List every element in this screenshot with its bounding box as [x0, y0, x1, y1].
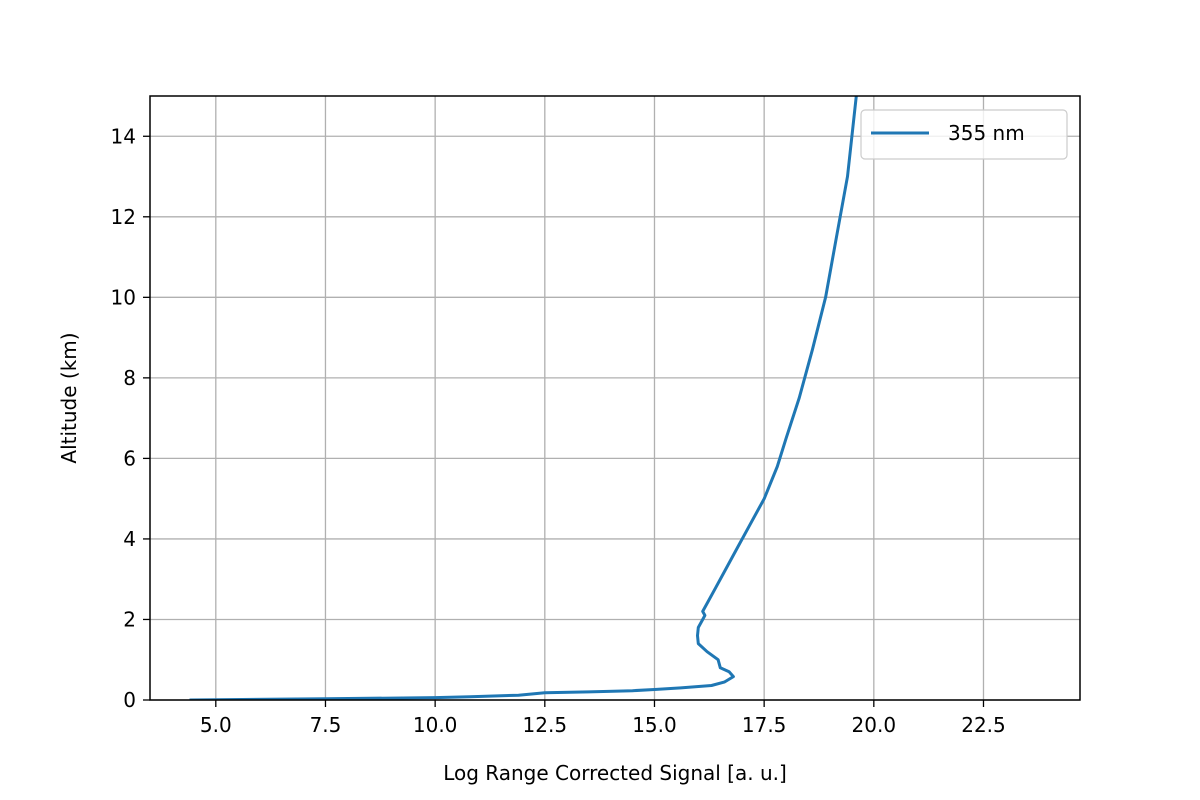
- axis-ticks: 5.0 7.5 10.0 12.5 15.0 17.5 20.0 22.5 0 2 4 6 8 10 12 1…: [111, 124, 1006, 737]
- x-tick-label: 15.0: [632, 713, 677, 737]
- x-tick-label: 20.0: [852, 713, 897, 737]
- x-tick-label: 22.5: [961, 713, 1006, 737]
- x-tick-label: 7.5: [310, 713, 342, 737]
- y-tick-label: 0: [123, 688, 136, 712]
- x-tick-label: 5.0: [200, 713, 232, 737]
- y-tick-label: 2: [123, 607, 136, 631]
- y-tick-label: 4: [123, 527, 136, 551]
- x-tick-label: 10.0: [413, 713, 458, 737]
- legend-label-355nm: 355 nm: [948, 121, 1025, 145]
- y-tick-label: 8: [123, 366, 136, 390]
- x-tick-label: 12.5: [523, 713, 568, 737]
- legend: 355 nm: [860, 109, 1068, 160]
- series-line-355nm: [189, 96, 858, 700]
- y-tick-label: 10: [111, 285, 136, 309]
- plot-area: [150, 96, 1080, 700]
- series-layer: [189, 96, 858, 700]
- y-tick-label: 12: [111, 205, 136, 229]
- x-tick-label: 17.5: [742, 713, 787, 737]
- y-axis-label: Altitude (km): [57, 332, 81, 463]
- y-tick-label: 6: [123, 446, 136, 470]
- x-axis-label: Log Range Corrected Signal [a. u.]: [443, 761, 787, 785]
- legend-box: [860, 109, 1068, 160]
- plot-frame: [149, 95, 1081, 701]
- y-tick-label: 14: [111, 124, 136, 148]
